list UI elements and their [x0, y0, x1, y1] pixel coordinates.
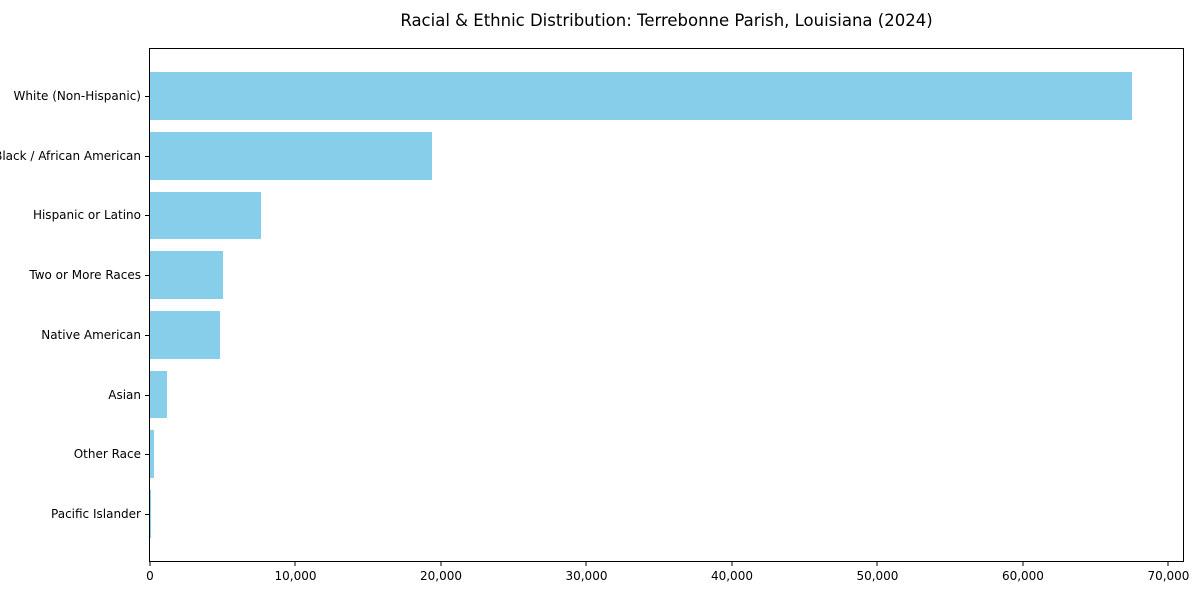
y-tick-label: White (Non-Hispanic)	[13, 89, 141, 104]
y-tick-mark	[145, 275, 149, 277]
x-tick-label: 20,000	[419, 569, 462, 583]
x-tick-mark	[1022, 562, 1024, 566]
y-tick-mark	[145, 394, 149, 396]
y-tick-label: Native American	[41, 327, 141, 342]
y-tick-mark	[145, 155, 149, 157]
y-tick-label: Black / African American	[0, 148, 141, 163]
x-tick-label: 10,000	[274, 569, 317, 583]
x-tick-mark	[585, 562, 587, 566]
x-tick-label: 70,000	[1147, 569, 1190, 583]
bar-hispanic-or-latino	[150, 191, 261, 240]
bar-black-african-american	[150, 131, 433, 180]
x-tick-mark	[1167, 562, 1169, 566]
y-tick-label: Hispanic or Latino	[32, 208, 141, 223]
x-tick-mark	[876, 562, 878, 566]
bar-two-or-more-races	[150, 251, 223, 300]
bar-white-non-hispanic	[150, 72, 1133, 120]
y-tick-mark	[145, 215, 149, 217]
x-tick-label: 40,000	[710, 569, 753, 583]
x-tick-mark	[731, 562, 733, 566]
chart-title: Racial & Ethnic Distribution: Terrebonne…	[400, 11, 933, 30]
x-tick-label: 30,000	[565, 569, 608, 583]
x-tick-mark	[149, 562, 151, 566]
bar-other-race	[150, 430, 155, 479]
bar-native-american	[150, 310, 220, 359]
x-axis: 0 10,000 20,000 30,000 40,000 50,000 60,000 70,…	[146, 562, 1189, 592]
plot-area	[149, 48, 1184, 562]
y-tick-mark	[145, 96, 149, 98]
y-tick-label: Two or More Races	[29, 268, 141, 283]
y-axis: White (Non-Hispanic) Black / African Amer…	[0, 49, 149, 561]
y-tick-mark	[145, 513, 149, 515]
x-tick-label: 60,000	[1001, 569, 1044, 583]
x-tick-label: 50,000	[856, 569, 899, 583]
bar-pacific-islander	[150, 489, 151, 538]
y-tick-label: Pacific Islander	[51, 506, 141, 521]
bar-asian	[150, 370, 168, 419]
y-tick-label: Other Race	[73, 447, 141, 462]
x-tick-label: 0	[146, 569, 154, 583]
y-tick-label: Asian	[108, 387, 141, 402]
x-tick-mark	[294, 562, 296, 566]
y-tick-mark	[145, 334, 149, 336]
x-tick-mark	[440, 562, 442, 566]
y-tick-mark	[145, 454, 149, 456]
